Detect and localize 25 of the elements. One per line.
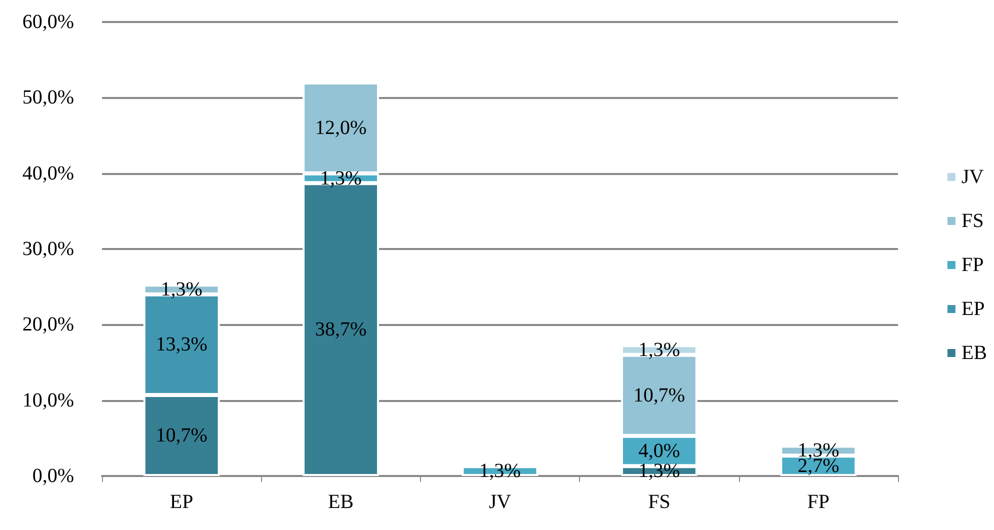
x-tick-label: EP: [170, 491, 194, 513]
data-label: 10,7%: [633, 384, 686, 406]
data-label: 4,0%: [638, 440, 680, 462]
data-label: 10,7%: [156, 424, 208, 447]
y-tick-label: 20,0%: [22, 314, 74, 336]
x-tick-label: FS: [648, 491, 670, 513]
y-tick-label: 60,0%: [22, 11, 74, 33]
data-label: 1,3%: [160, 278, 202, 300]
legend-label: FS: [961, 210, 984, 232]
legend-label: JV: [961, 166, 984, 188]
data-label: 1,3%: [638, 339, 680, 362]
y-tick-label: 10,0%: [22, 389, 74, 412]
legend-label: EP: [961, 298, 985, 320]
data-label: 12,0%: [314, 116, 367, 139]
data-label: 38,7%: [314, 318, 367, 341]
y-tick-label: 40,0%: [22, 162, 74, 184]
legend-label: EB: [961, 342, 988, 364]
y-tick-label: 50,0%: [22, 86, 74, 109]
x-tick-label: JV: [488, 491, 512, 513]
x-tick-label: EB: [328, 491, 354, 513]
legend-label: FP: [961, 254, 984, 276]
data-label: 13,3%: [156, 334, 208, 356]
y-tick-label: 30,0%: [22, 238, 74, 260]
x-tick-label: FP: [807, 491, 830, 513]
y-tick-label: 0,0%: [32, 465, 74, 487]
